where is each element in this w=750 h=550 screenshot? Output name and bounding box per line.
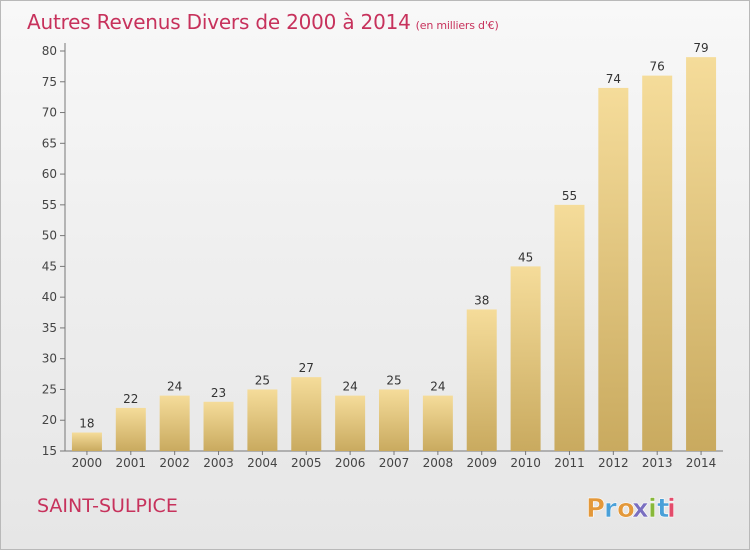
y-tick-label: 65 [42, 136, 57, 150]
data-label: 76 [650, 60, 665, 74]
x-tick-label: 2011 [554, 456, 585, 470]
bar [510, 266, 541, 451]
data-label: 25 [255, 373, 270, 387]
chart-subtitle: (en milliers d'€) [415, 19, 499, 32]
y-tick-label: 55 [42, 198, 57, 212]
bar [159, 395, 190, 451]
bar [466, 309, 497, 451]
data-label: 79 [693, 41, 708, 55]
logo-letter: P [586, 494, 605, 524]
y-tick-label: 15 [42, 444, 57, 458]
x-tick-label: 2014 [686, 456, 717, 470]
logo-letter: x [632, 494, 649, 524]
data-label: 24 [342, 380, 357, 394]
data-label: 22 [123, 392, 138, 406]
y-tick-label: 50 [42, 229, 57, 243]
x-tick-label: 2013 [642, 456, 673, 470]
data-label: 27 [299, 361, 314, 375]
y-tick-label: 60 [42, 167, 57, 181]
proxiti-logo: Pr ox i ti [586, 494, 677, 525]
chart-title-text: Autres Revenus Divers de 2000 à 2014 [27, 10, 411, 34]
place-name: SAINT-SULPICE [37, 495, 178, 517]
bar [379, 389, 409, 451]
bar [247, 389, 278, 451]
logo-letter: t [657, 494, 669, 524]
logo-letter: i [667, 494, 676, 524]
x-tick-label: 2002 [159, 456, 190, 470]
bar [642, 75, 673, 451]
y-tick-label: 25 [42, 382, 57, 396]
data-label: 25 [386, 373, 401, 387]
bar [598, 87, 629, 451]
y-tick-label: 30 [42, 352, 57, 366]
chart-title: Autres Revenus Divers de 2000 à 2014 (en … [27, 10, 499, 34]
x-tick-label: 2010 [510, 456, 541, 470]
bar [335, 395, 366, 451]
y-tick-label: 75 [42, 75, 57, 89]
x-tick-label: 2000 [72, 456, 103, 470]
logo-letter: r [604, 494, 617, 524]
bar [422, 395, 453, 451]
data-label: 24 [167, 380, 182, 394]
x-tick-label: 2009 [466, 456, 497, 470]
bar [554, 204, 585, 451]
y-tick-label: 45 [42, 259, 57, 273]
x-tick-label: 2005 [291, 456, 322, 470]
x-tick-label: 2012 [598, 456, 629, 470]
x-tick-label: 2006 [335, 456, 366, 470]
logo-letter: i [648, 494, 657, 524]
y-tick-label: 40 [42, 290, 57, 304]
bar [203, 401, 234, 451]
y-tick-label: 70 [42, 106, 57, 120]
bar [291, 377, 322, 451]
data-label: 24 [430, 380, 445, 394]
bar [686, 57, 717, 452]
x-tick-label: 2003 [203, 456, 234, 470]
data-label: 18 [79, 417, 94, 431]
data-label: 55 [562, 189, 577, 203]
y-tick-label: 35 [42, 321, 57, 335]
y-tick-label: 80 [42, 44, 57, 58]
data-label: 45 [518, 250, 533, 264]
data-label: 38 [474, 293, 489, 307]
x-tick-label: 2001 [116, 456, 147, 470]
x-tick-label: 2008 [423, 456, 454, 470]
x-tick-label: 2004 [247, 456, 278, 470]
data-label: 74 [606, 72, 621, 86]
y-tick-label: 20 [42, 413, 57, 427]
bar [71, 432, 102, 451]
data-label: 23 [211, 386, 226, 400]
bar [115, 407, 146, 451]
x-tick-label: 2007 [379, 456, 410, 470]
logo-letter: o [617, 494, 635, 524]
